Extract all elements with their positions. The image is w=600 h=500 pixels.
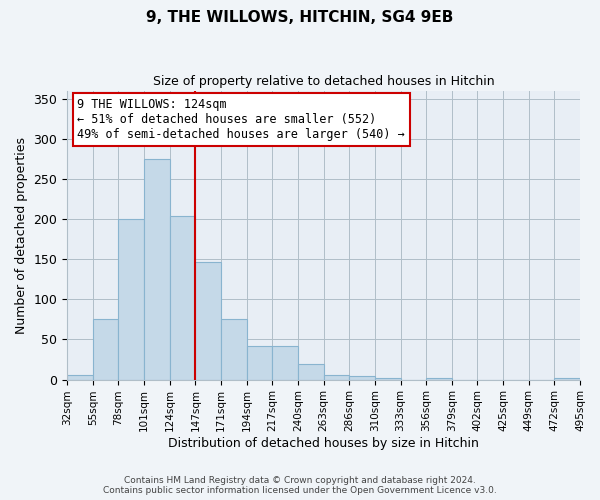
Text: 9 THE WILLOWS: 124sqm
← 51% of detached houses are smaller (552)
49% of semi-det: 9 THE WILLOWS: 124sqm ← 51% of detached … <box>77 98 405 141</box>
Bar <box>67 375 93 380</box>
Bar <box>170 216 196 380</box>
Bar <box>375 378 401 380</box>
Text: 9, THE WILLOWS, HITCHIN, SG4 9EB: 9, THE WILLOWS, HITCHIN, SG4 9EB <box>146 10 454 25</box>
Bar <box>554 378 580 380</box>
Title: Size of property relative to detached houses in Hitchin: Size of property relative to detached ho… <box>153 75 494 88</box>
Bar <box>272 346 298 380</box>
Y-axis label: Number of detached properties: Number of detached properties <box>15 136 28 334</box>
Bar <box>144 159 170 380</box>
Bar <box>247 346 272 380</box>
Bar <box>349 376 375 380</box>
Bar <box>196 262 221 380</box>
Text: Contains HM Land Registry data © Crown copyright and database right 2024.
Contai: Contains HM Land Registry data © Crown c… <box>103 476 497 495</box>
X-axis label: Distribution of detached houses by size in Hitchin: Distribution of detached houses by size … <box>168 437 479 450</box>
Bar <box>323 375 349 380</box>
Bar <box>221 320 247 380</box>
Bar <box>298 364 323 380</box>
Bar <box>118 219 144 380</box>
Bar <box>426 378 452 380</box>
Bar <box>93 320 118 380</box>
